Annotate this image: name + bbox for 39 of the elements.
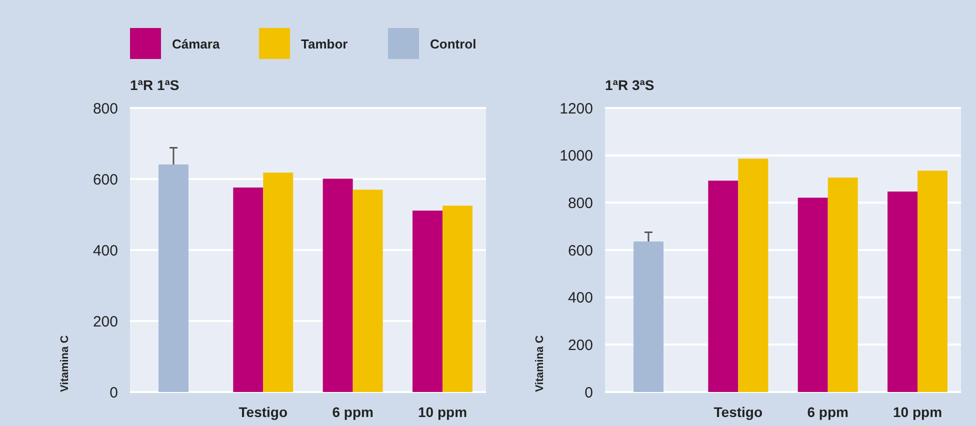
chart-title: 1ªR 3ªS: [605, 77, 654, 93]
y-tick-label: 0: [584, 384, 593, 402]
bar: [233, 188, 264, 392]
y-tick-label: 800: [568, 194, 593, 212]
bar: [322, 178, 353, 392]
y-tick-label: 800: [92, 100, 118, 118]
x-tick-label: 6 ppm: [332, 404, 374, 420]
bar: [263, 172, 294, 392]
y-tick-label: 200: [92, 313, 118, 330]
y-tick-label: 400: [92, 242, 118, 260]
bar: [738, 158, 768, 392]
y-tick-label: 400: [568, 290, 593, 307]
x-tick-label: Testigo: [238, 404, 288, 420]
bar: [828, 178, 858, 392]
y-tick-label: 1000: [560, 148, 593, 165]
bar: [633, 241, 664, 392]
legend-label: Tambor: [301, 36, 348, 52]
y-axis-title: Vitamina C: [534, 335, 546, 392]
bar: [442, 206, 473, 392]
bar: [412, 210, 443, 392]
bar: [798, 198, 828, 392]
x-tick-label: 6 ppm: [807, 404, 848, 420]
y-tick-label: 1200: [560, 100, 593, 118]
bar: [918, 170, 948, 392]
legend-label: Control: [430, 36, 476, 52]
y-tick-label: 600: [568, 242, 593, 260]
x-tick-label: 10 ppm: [893, 404, 942, 420]
chart-title: 1ªR 1ªS: [130, 77, 180, 93]
legend-label: Cámara: [172, 36, 220, 52]
bar: [158, 164, 188, 392]
y-axis-title: Vitamina C: [59, 335, 71, 392]
bar: [888, 192, 918, 392]
y-tick-label: 0: [110, 384, 118, 402]
y-tick-label: 200: [568, 336, 593, 354]
bar: [352, 190, 383, 392]
x-tick-label: Testigo: [714, 404, 763, 420]
x-tick-label: 10 ppm: [418, 404, 468, 420]
y-tick-label: 600: [92, 171, 118, 188]
bar: [708, 180, 738, 392]
